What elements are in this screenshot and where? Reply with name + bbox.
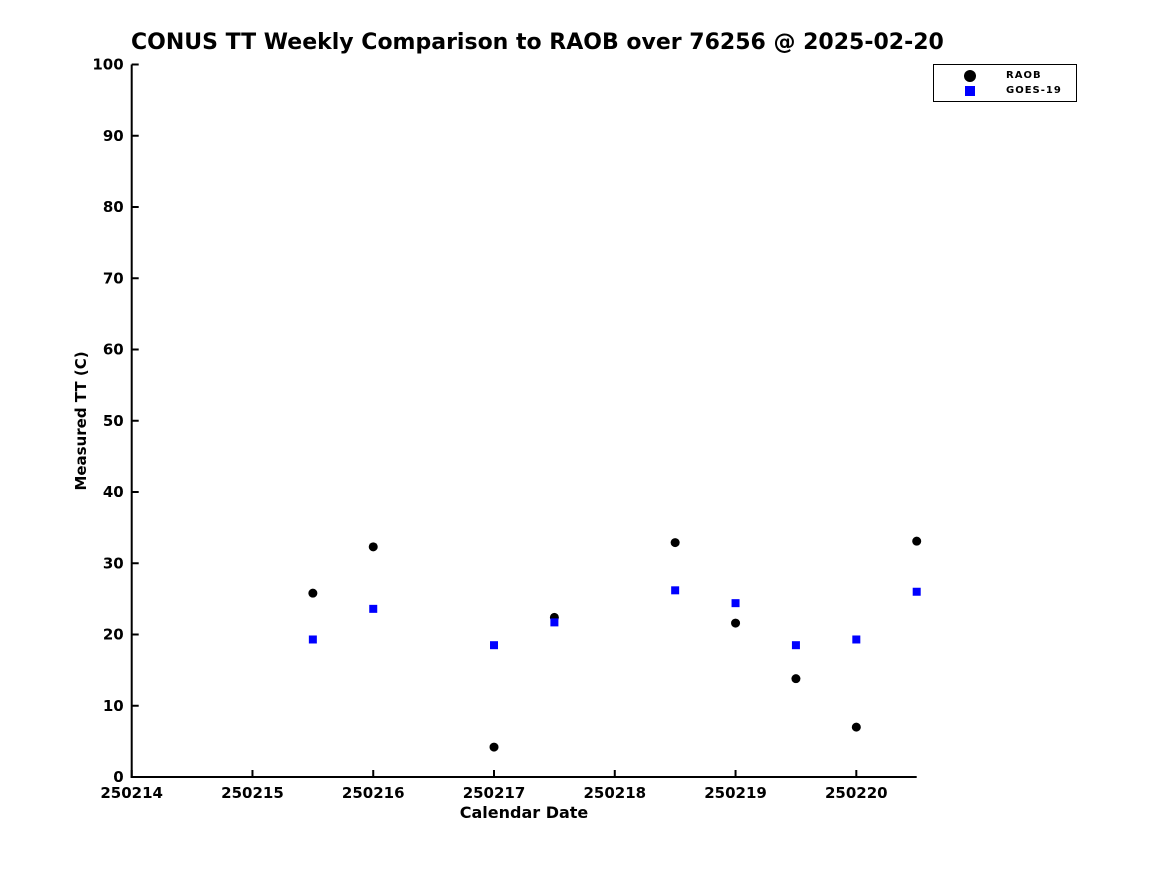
data-point-raob bbox=[489, 742, 499, 752]
legend: RAOB GOES-19 bbox=[933, 64, 1077, 102]
data-point-goes-19 bbox=[550, 618, 559, 627]
raob-circle-marker-icon bbox=[964, 69, 976, 82]
x-tick-label: 250215 bbox=[221, 784, 284, 802]
y-tick-label: 20 bbox=[103, 626, 124, 644]
legend-label-raob: RAOB bbox=[1006, 70, 1042, 81]
y-tick-label: 40 bbox=[103, 483, 124, 501]
data-point-goes-19 bbox=[791, 641, 800, 650]
data-point-goes-19 bbox=[912, 587, 921, 596]
y-tick-label: 50 bbox=[103, 412, 124, 430]
data-point-raob bbox=[912, 536, 922, 546]
data-point-goes-19 bbox=[369, 604, 378, 613]
goes-19-square-marker-icon bbox=[965, 85, 975, 96]
y-tick-label: 90 bbox=[103, 127, 124, 145]
data-point-raob bbox=[851, 722, 861, 732]
data-point-goes-19 bbox=[671, 586, 680, 595]
data-point-raob bbox=[670, 538, 680, 548]
data-point-raob bbox=[791, 674, 801, 684]
data-point-goes-19 bbox=[731, 599, 740, 608]
x-axis-label: Calendar Date bbox=[459, 803, 589, 822]
legend-marker-cell bbox=[934, 85, 1006, 96]
data-point-goes-19 bbox=[490, 641, 499, 650]
y-tick-label: 70 bbox=[103, 269, 124, 287]
legend-item-goes-19: GOES-19 bbox=[934, 83, 1076, 98]
x-tick-label: 250217 bbox=[463, 784, 526, 802]
y-tick-label: 60 bbox=[103, 341, 124, 359]
data-point-raob bbox=[368, 542, 378, 552]
y-tick-label: 100 bbox=[92, 56, 123, 74]
chart-title: CONUS TT Weekly Comparison to RAOB over … bbox=[131, 30, 944, 55]
legend-item-raob: RAOB bbox=[934, 68, 1076, 83]
x-tick-label: 250214 bbox=[100, 784, 163, 802]
y-tick-label: 10 bbox=[103, 697, 124, 715]
data-point-goes-19 bbox=[852, 635, 861, 644]
legend-label-goes-19: GOES-19 bbox=[1006, 85, 1062, 96]
x-tick-label: 250220 bbox=[825, 784, 888, 802]
x-tick-label: 250218 bbox=[583, 784, 646, 802]
y-tick-label: 80 bbox=[103, 198, 124, 216]
data-point-goes-19 bbox=[308, 635, 317, 644]
y-axis-label: Measured TT (C) bbox=[72, 351, 90, 491]
legend-marker-cell bbox=[934, 69, 1006, 82]
data-point-raob bbox=[308, 588, 318, 598]
y-tick-label: 0 bbox=[113, 768, 123, 786]
x-tick-label: 250219 bbox=[704, 784, 767, 802]
data-point-raob bbox=[731, 618, 741, 628]
y-tick-label: 30 bbox=[103, 554, 124, 572]
x-tick-label: 250216 bbox=[342, 784, 405, 802]
